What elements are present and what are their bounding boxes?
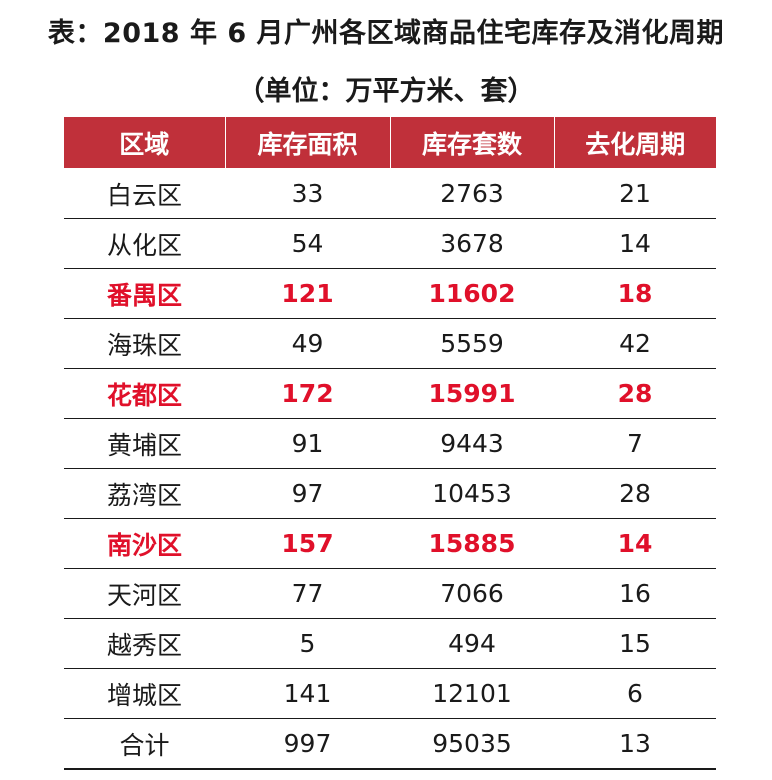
cell-inventory-units: 10453 [390,468,554,519]
cell-inventory-area: 121 [225,268,390,319]
cell-inventory-area: 33 [225,168,390,219]
cell-destock-cycle: 13 [554,718,716,770]
cell-destock-cycle: 7 [554,418,716,469]
cell-district: 花都区 [64,368,225,419]
cell-destock-cycle: 21 [554,168,716,219]
header-inventory-area: 库存面积 [224,117,391,169]
table-subtitle: （单位：万平方米、套） [237,76,535,107]
cell-inventory-units: 11602 [390,268,554,319]
table-row: 南沙区 157 15885 14 [64,518,716,569]
cell-inventory-units: 9443 [390,418,554,469]
cell-destock-cycle: 6 [554,668,716,719]
table-row: 增城区 141 12101 6 [64,668,716,719]
cell-destock-cycle: 14 [554,518,716,569]
cell-inventory-area: 49 [225,318,390,369]
cell-district: 越秀区 [64,618,225,669]
cell-district: 番禺区 [64,268,225,319]
cell-destock-cycle: 18 [554,268,716,319]
table-row: 合计 997 95035 13 [64,718,716,770]
table-title: 表：2018 年 6 月广州各区域商品住宅库存及消化周期 [47,18,725,49]
cell-inventory-area: 997 [225,718,390,770]
inventory-table: 区域 库存面积 库存套数 去化周期 白云区 33 2763 21 从化区 54 3678 14… [64,117,716,770]
cell-inventory-area: 157 [225,518,390,569]
cell-inventory-units: 5559 [390,318,554,369]
cell-district: 从化区 [64,218,225,269]
table-row: 白云区 33 2763 21 [64,168,716,219]
table-row: 黄埔区 91 9443 7 [64,418,716,469]
table-row: 天河区 77 7066 16 [64,568,716,619]
cell-destock-cycle: 28 [554,468,716,519]
cell-inventory-area: 91 [225,418,390,469]
cell-inventory-units: 7066 [390,568,554,619]
table-row: 番禺区 121 11602 18 [64,268,716,319]
table-header-row: 区域 库存面积 库存套数 去化周期 [64,117,716,169]
cell-inventory-area: 172 [225,368,390,419]
cell-district: 白云区 [64,168,225,219]
table-row: 越秀区 5 494 15 [64,618,716,669]
header-district: 区域 [64,117,226,169]
cell-destock-cycle: 14 [554,218,716,269]
cell-district: 海珠区 [64,318,225,369]
cell-inventory-units: 2763 [390,168,554,219]
cell-destock-cycle: 15 [554,618,716,669]
cell-district: 合计 [64,718,225,770]
cell-inventory-units: 12101 [390,668,554,719]
cell-district: 荔湾区 [64,468,225,519]
cell-inventory-area: 5 [225,618,390,669]
cell-inventory-units: 15991 [390,368,554,419]
cell-destock-cycle: 42 [554,318,716,369]
table-row: 海珠区 49 5559 42 [64,318,716,369]
cell-district: 黄埔区 [64,418,225,469]
cell-inventory-units: 15885 [390,518,554,569]
cell-inventory-area: 77 [225,568,390,619]
header-destock-cycle: 去化周期 [553,117,716,169]
cell-district: 天河区 [64,568,225,619]
table-row: 荔湾区 97 10453 28 [64,468,716,519]
table-body: 白云区 33 2763 21 从化区 54 3678 14 番禺区 121 11602 18 海珠区 49… [64,168,716,770]
cell-inventory-units: 95035 [390,718,554,770]
cell-inventory-area: 97 [225,468,390,519]
cell-destock-cycle: 16 [554,568,716,619]
cell-inventory-area: 54 [225,218,390,269]
cell-destock-cycle: 28 [554,368,716,419]
header-inventory-units: 库存套数 [389,117,555,169]
cell-inventory-area: 141 [225,668,390,719]
cell-inventory-units: 3678 [390,218,554,269]
table-row: 从化区 54 3678 14 [64,218,716,269]
cell-district: 南沙区 [64,518,225,569]
table-row: 花都区 172 15991 28 [64,368,716,419]
cell-inventory-units: 494 [390,618,554,669]
cell-district: 增城区 [64,668,225,719]
